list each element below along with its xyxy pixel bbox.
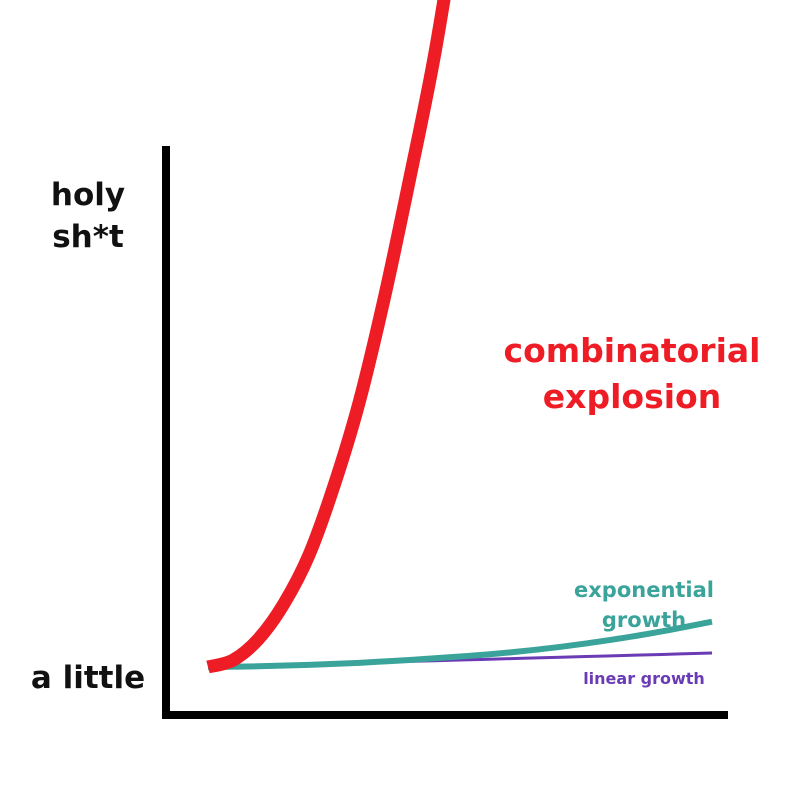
series-label-combinatorial-explosion: combinatorial explosion <box>504 331 761 416</box>
series-labels: combinatorial explosion exponential growth l… <box>504 331 761 688</box>
series-line-combinatorial-explosion <box>206 0 451 674</box>
y-tick-label-low: a little <box>31 660 145 696</box>
series-layer <box>206 0 713 674</box>
series-line-exponential-growth <box>207 618 713 670</box>
series-label-exponential-growth: exponential growth <box>574 578 714 632</box>
axes <box>162 146 728 719</box>
series-label-linear-growth: linear growth <box>583 669 705 688</box>
y-tick-labels: holy sh*t a little <box>31 177 145 696</box>
y-tick-label-high: holy sh*t <box>51 177 125 255</box>
